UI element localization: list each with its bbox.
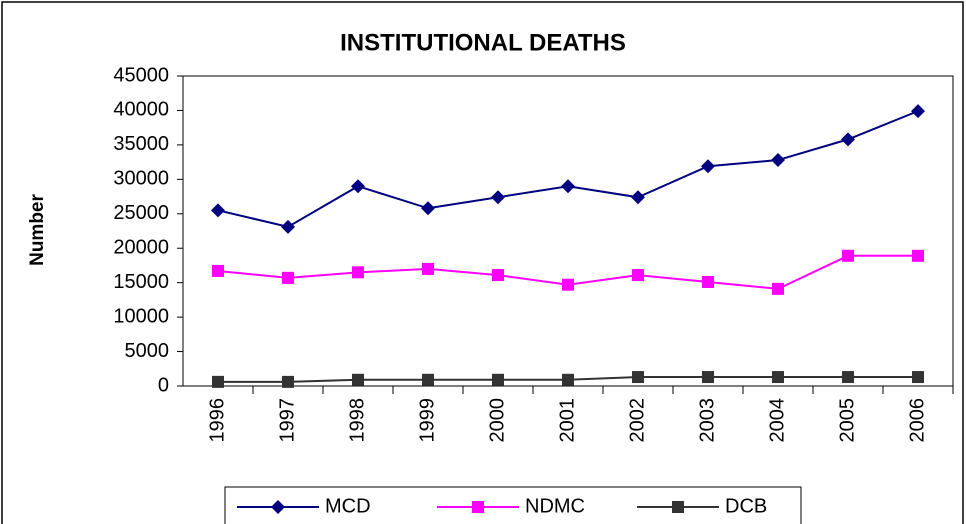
y-tick-label: 5000: [125, 340, 170, 362]
data-point: [701, 159, 715, 174]
x-tick-label: 2005: [836, 398, 858, 443]
data-point: [422, 373, 434, 386]
y-tick-label: 30000: [113, 168, 169, 190]
data-point: [282, 375, 294, 388]
legend-label: MCD: [325, 495, 371, 517]
x-tick-label: 1999: [416, 398, 438, 443]
data-point: [702, 371, 714, 384]
data-point: [842, 249, 854, 262]
legend-marker: [472, 501, 484, 513]
data-point: [492, 373, 504, 386]
data-point: [352, 373, 364, 386]
data-point: [632, 371, 644, 384]
data-point: [912, 371, 924, 384]
data-point: [772, 371, 784, 384]
data-point: [212, 375, 224, 388]
x-tick-label: 2003: [696, 398, 718, 443]
data-point: [562, 278, 574, 291]
data-point: [702, 275, 714, 288]
y-tick-label: 45000: [113, 64, 169, 86]
data-point: [771, 153, 785, 168]
x-tick-label: 2002: [626, 398, 648, 443]
y-axis-label: Number: [27, 194, 48, 266]
data-point: [632, 269, 644, 282]
data-point: [841, 132, 855, 147]
data-point: [282, 271, 294, 284]
data-point: [211, 203, 225, 218]
data-point: [491, 190, 505, 205]
plot-border: [182, 75, 954, 387]
data-point: [631, 190, 645, 205]
data-point: [772, 282, 784, 295]
x-tick-label: 2006: [906, 398, 928, 443]
x-tick-label: 1997: [276, 398, 298, 443]
data-point: [562, 373, 574, 386]
x-tick-label: 2000: [486, 398, 508, 443]
x-tick-label: 2004: [766, 398, 788, 443]
y-tick-label: 20000: [113, 237, 169, 259]
y-tick-label: 35000: [113, 133, 169, 155]
x-tick-label: 1996: [206, 398, 228, 443]
data-point: [352, 266, 364, 279]
data-point: [561, 179, 575, 194]
data-point: [421, 201, 435, 216]
data-point: [281, 219, 295, 234]
legend-box: [224, 486, 802, 524]
legend-label: NDMC: [525, 495, 585, 517]
y-tick-label: 25000: [113, 202, 169, 224]
x-tick-label: 2001: [556, 398, 578, 443]
data-point: [212, 264, 224, 277]
y-tick-label: 10000: [113, 305, 169, 327]
y-tick-label: 15000: [113, 271, 169, 293]
data-point: [912, 249, 924, 262]
data-point: [422, 262, 434, 275]
data-point: [911, 104, 925, 119]
legend-label: DCB: [725, 495, 767, 517]
data-point: [492, 269, 504, 282]
data-point: [351, 179, 365, 194]
data-point: [842, 371, 854, 384]
legend-marker: [271, 500, 285, 514]
y-tick-label: 0: [158, 374, 169, 396]
y-tick-label: 40000: [113, 99, 169, 121]
chart-title: INSTITUTIONAL DEATHS: [340, 29, 626, 56]
legend-marker: [672, 501, 684, 513]
x-tick-label: 1998: [346, 398, 368, 443]
